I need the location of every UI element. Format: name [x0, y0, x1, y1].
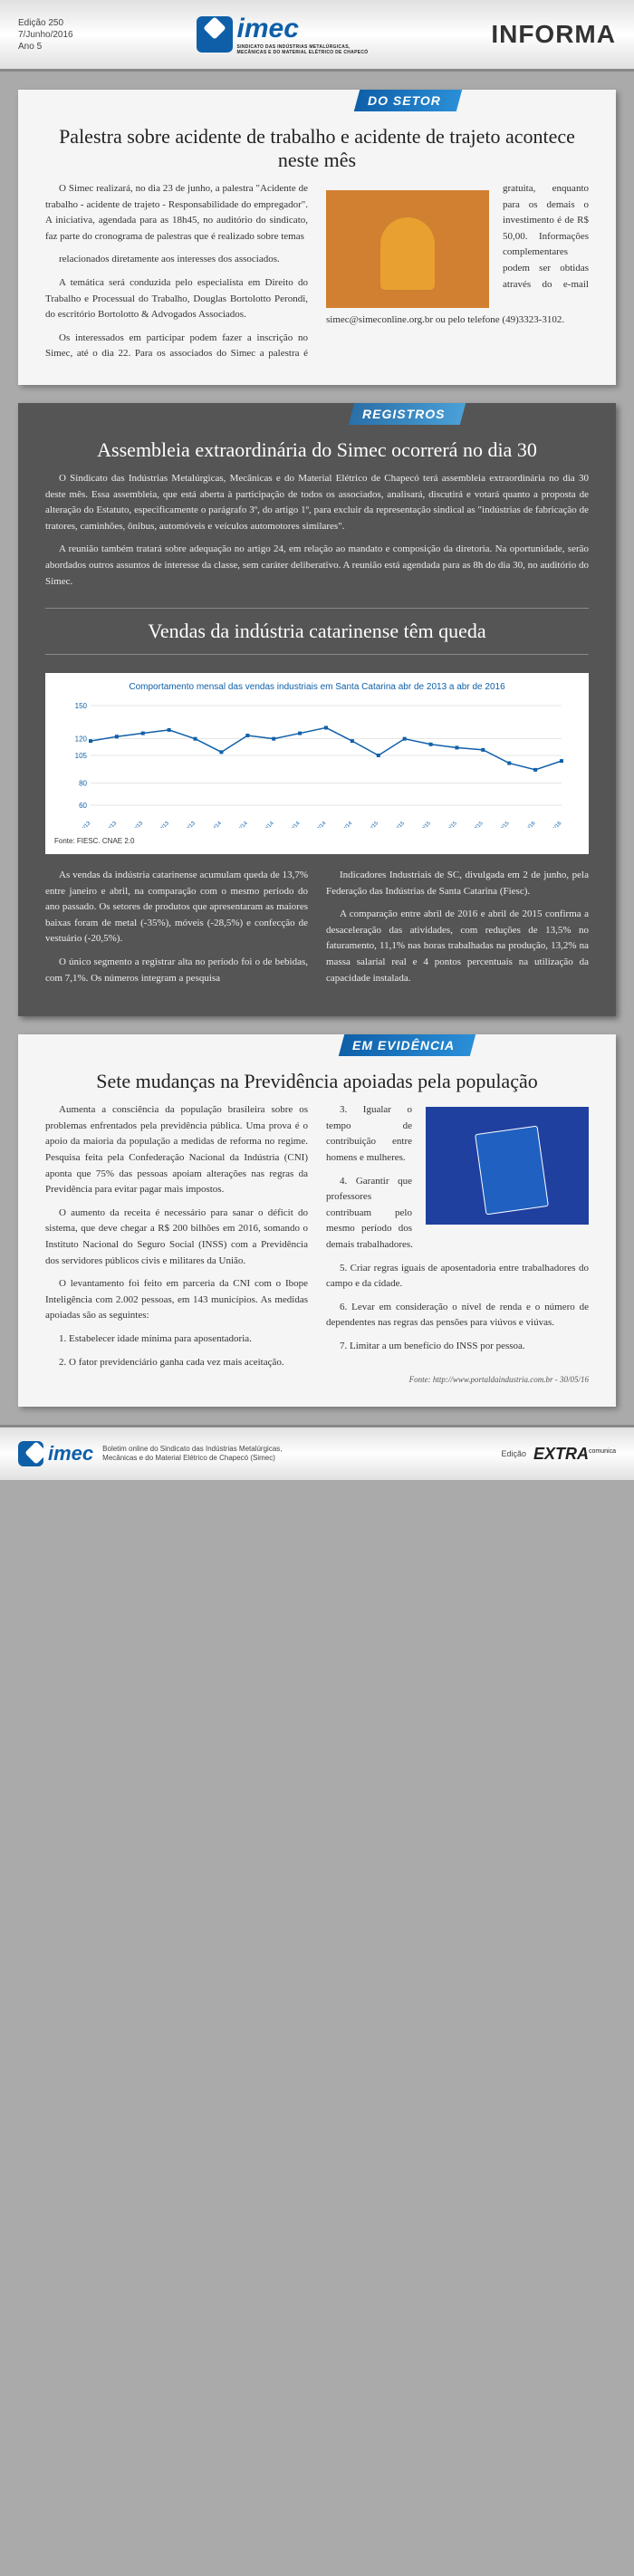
section-evidencia: EM EVIDÊNCIA Sete mudanças na Previdênci…: [18, 1034, 616, 1407]
section-tag-registros: REGISTROS: [349, 403, 466, 425]
line-chart-svg: 60 80 105 120 150 abr/13 jun/13 ago/13 out/13 dez…: [54, 701, 580, 828]
list-item-5: 5. Criar regras iguais de aposentadoria …: [326, 1261, 589, 1293]
footer-right: Edição EXTRAcomunica: [501, 1445, 616, 1464]
paragraph: O Sindicato das Indústrias Metalúrgicas,…: [45, 471, 589, 534]
svg-text:150: 150: [75, 702, 88, 710]
paragraph: As vendas da indústria catarinense acumu…: [45, 868, 308, 947]
svg-text:abr/14: abr/14: [234, 821, 249, 828]
paragraph: A reunião também tratará sobre adequação…: [45, 542, 589, 590]
paragraph: O único segmento a registrar alta no per…: [45, 955, 308, 986]
article-title-1: Palestra sobre acidente de trabalho e ac…: [18, 111, 616, 181]
logo-text: imec: [237, 14, 369, 44]
svg-text:60: 60: [79, 802, 87, 810]
svg-text:out/13: out/13: [156, 821, 171, 828]
worker-image: [326, 190, 489, 308]
chart-source: Fonte: FIESC. CNAE 2.0: [54, 837, 580, 845]
paragraph: O levantamento foi feito em parceria da …: [45, 1276, 308, 1324]
edition-info: Edição 250 7/Junho/2016 Ano 5: [18, 17, 73, 53]
edition-date: 7/Junho/2016: [18, 29, 73, 41]
header: Edição 250 7/Junho/2016 Ano 5 imec SINDI…: [0, 0, 634, 72]
svg-text:105: 105: [75, 752, 88, 760]
svg-text:dez/14: dez/14: [338, 821, 353, 828]
svg-text:jun/13: jun/13: [103, 821, 119, 828]
svg-text:out/14: out/14: [312, 821, 328, 828]
logo: imec SINDICATO DAS INDÚSTRIAS METALÚRGIC…: [197, 14, 369, 55]
svg-text:ago/13: ago/13: [129, 821, 145, 828]
svg-text:jun/14: jun/14: [260, 821, 275, 828]
list-item-7: 7. Limitar a um benefício do INSS por pe…: [326, 1339, 589, 1355]
list-item-2: 2. O fator previdenciário ganha cada vez…: [45, 1355, 308, 1371]
sales-chart: Comportamento mensal das vendas industri…: [45, 673, 589, 854]
article-title-2: Assembleia extraordinária do Simec ocorr…: [18, 425, 616, 471]
svg-text:abr/15: abr/15: [391, 821, 407, 828]
section-registros: REGISTROS Assembleia extraordinária do S…: [18, 403, 616, 1016]
svg-text:fev/16: fev/16: [523, 821, 537, 828]
svg-text:80: 80: [79, 780, 87, 788]
svg-text:jun/15: jun/15: [417, 821, 432, 828]
paragraph: A comparação entre abril de 2016 e abril…: [326, 907, 589, 986]
edition-year: Ano 5: [18, 41, 73, 53]
edition-number: Edição 250: [18, 17, 73, 29]
svg-text:abr/13: abr/13: [77, 821, 92, 828]
document-image: [426, 1107, 589, 1225]
paragraph: Indicadores Industriais de SC, divulgada…: [326, 868, 589, 899]
svg-text:fev/14: fev/14: [208, 821, 223, 828]
article-body-1: O Simec realizará, no dia 23 de junho, a…: [18, 181, 616, 362]
extra-logo: EXTRAcomunica: [533, 1445, 616, 1464]
svg-text:dez/13: dez/13: [181, 821, 197, 828]
footer-description: Boletim online do Sindicato das Indústri…: [102, 1445, 302, 1464]
svg-text:out/15: out/15: [470, 821, 485, 828]
logo-icon: [197, 16, 233, 53]
article-body-2b: As vendas da indústria catarinense acumu…: [18, 868, 616, 994]
paragraph: A temática será conduzida pelo especiali…: [45, 275, 308, 323]
paragraph: O Simec realizará, no dia 23 de junho, a…: [45, 181, 308, 245]
article-body-3: Aumenta a consciência da população brasi…: [18, 1102, 616, 1370]
footer-logo-icon: [18, 1441, 43, 1466]
footer-logo: imec: [18, 1441, 93, 1466]
footer-edicao-label: Edição: [501, 1449, 526, 1458]
svg-text:ago/15: ago/15: [443, 821, 459, 828]
section-tag-do-setor: DO SETOR: [353, 90, 461, 111]
paragraph: relacionados diretamente aos interesses …: [45, 252, 308, 268]
article-title-4: Sete mudanças na Previdência apoiadas pe…: [18, 1056, 616, 1102]
list-item-6: 6. Levar em consideração o nível de rend…: [326, 1300, 589, 1331]
svg-text:abr/16: abr/16: [548, 821, 563, 828]
svg-text:120: 120: [75, 735, 88, 744]
list-item-1: 1. Estabelecer idade mínima para aposent…: [45, 1331, 308, 1348]
footer: imec Boletim online do Sindicato das Ind…: [0, 1425, 634, 1480]
chart-title: Comportamento mensal das vendas industri…: [54, 682, 580, 692]
footer-logo-text: imec: [48, 1442, 93, 1466]
source-note: Fonte: http://www.portaldaindustria.com.…: [18, 1370, 616, 1384]
logo-subtitle-2: MECÂNICAS E DO MATERIAL ELÉTRICO DE CHAP…: [237, 50, 369, 55]
section-tag-evidencia: EM EVIDÊNCIA: [339, 1034, 476, 1056]
paragraph: Aumenta a consciência da população brasi…: [45, 1102, 308, 1198]
paragraph: O aumento da receita é necessário para s…: [45, 1206, 308, 1269]
svg-text:ago/14: ago/14: [285, 821, 302, 828]
article-title-3: Vendas da indústria catarinense têm qued…: [45, 620, 589, 643]
svg-text:dez/15: dez/15: [495, 821, 511, 828]
informa-label: INFORMA: [491, 20, 616, 49]
svg-text:fev/15: fev/15: [365, 821, 379, 828]
section-do-setor: DO SETOR Palestra sobre acidente de trab…: [18, 90, 616, 385]
article-body-2a: O Sindicato das Indústrias Metalúrgicas,…: [18, 471, 616, 590]
